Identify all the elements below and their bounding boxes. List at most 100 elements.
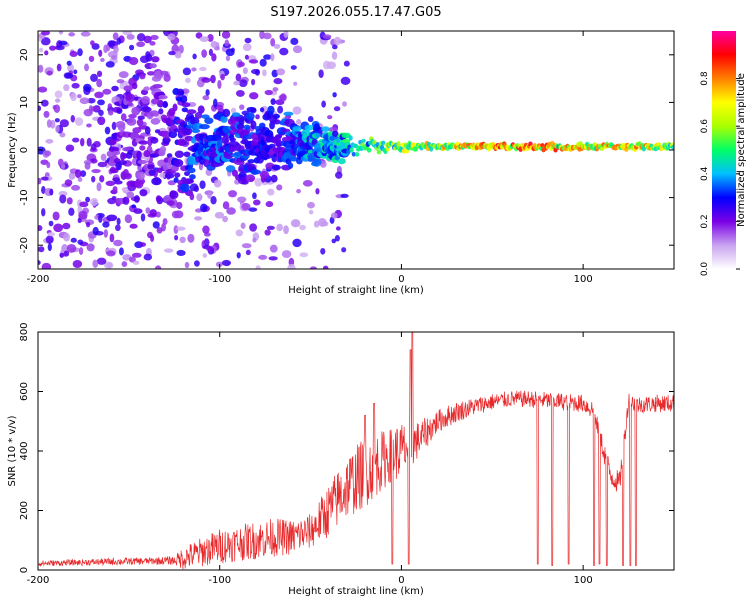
spectrogram-cell [132,260,140,265]
colorbar-tick-label: 0.2 [700,214,710,228]
spectrogram-cell [125,93,136,103]
spectrogram-cell [181,107,189,113]
spectrogram-cell [151,98,160,105]
spectrogram-cell [176,201,183,210]
spectrogram-cell [85,196,91,203]
spectrogram-cell [54,118,60,123]
spectrogram-cell [233,80,240,86]
spectrogram-cell [127,101,133,107]
spectrogram-y-label: Frequency (Hz) [7,112,18,188]
spectrogram-cell [63,232,71,242]
spectrogram-cell [192,53,197,60]
spectrogram-cell [118,71,129,79]
spectrogram-cell [276,68,286,76]
spectrogram-cell [136,118,144,127]
spectrogram-cell [139,73,146,80]
spectrogram-cell [268,256,278,261]
spectrogram-cell [239,104,245,110]
spectrogram-cell [335,171,343,179]
spectrogram-cell [276,184,283,191]
spectrogram-cell [187,233,195,243]
spectrogram-cell [134,179,144,189]
spectrogram-cell [124,172,132,180]
spectrogram-cell [113,180,123,185]
spectrogram-cell [200,203,208,213]
spectrogram-cell [199,36,210,42]
spectrogram-cell [148,169,156,176]
spectrogram-cell [229,137,236,142]
spectrogram-cell [220,73,225,81]
spectrogram-cell [60,163,66,170]
spectrogram-cell [149,110,160,117]
spectrogram-cell [90,40,95,46]
spectrogram-cell [201,77,211,83]
spectrogram-cell [353,143,359,149]
spectrogram-cell [71,82,80,89]
spectrogram-cell [171,210,180,219]
spectrogram-cell [266,225,275,231]
spectrogram-cell [282,128,291,133]
spectrogram-cell [337,158,346,165]
spectrogram-cell [111,55,118,60]
spectrogram-cell [86,137,92,147]
spectrogram-cell [277,105,284,114]
spectrogram-cell [149,63,157,69]
spectrogram-cell [321,126,330,133]
spectrogram-cell [96,70,103,78]
spectrogram-cell [139,189,148,197]
spectrogram-cell [205,245,213,251]
spectrogram-cell [262,69,267,77]
spectrogram-cell [41,31,51,36]
spectrogram-cell [107,40,116,47]
spectrogram-cell [48,220,54,227]
spectrogram-cell [46,119,52,128]
spectrogram-cell [58,190,68,197]
spectrogram-cell [67,63,75,73]
spectrogram-cell [74,169,82,179]
spectrogram-cell [189,174,196,180]
spectrogram-cell [105,180,116,187]
spectrogram-cell [210,74,216,84]
spectrogram-cell [118,159,127,166]
spectrogram-cell [140,213,146,222]
spectrogram-cell [173,177,179,183]
spectrogram-cell [46,70,53,76]
spectrogram-cell [213,179,222,188]
spectrogram-cell [87,97,96,104]
spectrogram-cell [270,53,275,62]
spectrogram-cell [221,259,232,266]
spectrogram-cell [283,111,294,116]
spectrogram-cell [178,90,185,96]
spectrogram-cell [106,214,118,222]
spectrogram-cell [247,159,256,164]
spectrogram-cell [228,190,238,198]
spectrogram-x-label: Height of straight line (km) [288,285,424,296]
spectrogram-cell [248,207,258,212]
spectrogram-cell [169,190,179,200]
spectrogram-cell [264,229,271,236]
spectrogram-cell [238,79,248,88]
spectrogram-cell [97,161,108,168]
y-tick-label: -10 [19,189,30,205]
spectrogram-cell [174,172,181,178]
spectrogram-cell [107,197,117,205]
spectrogram-cell [671,144,674,150]
spectrogram-cell [63,84,70,92]
spectrogram-cell [86,243,95,252]
y-tick-label: 10 [19,96,30,109]
spectrogram-cell [267,105,275,115]
spectrogram-cell [281,250,292,259]
spectrogram-cell [49,45,57,51]
spectrogram-cell [59,252,65,258]
spectrogram-cell [137,115,145,120]
y-tick-label: 20 [19,48,30,61]
spectrogram-cell [255,114,260,120]
spectrogram-cell [152,221,160,229]
spectrogram-cell [141,106,152,113]
spectrogram-cell [342,101,347,107]
spectrogram-cell [44,150,52,157]
spectrogram-cell [38,64,44,73]
spectrogram-cell [207,33,214,42]
spectrogram-cell [252,237,257,243]
